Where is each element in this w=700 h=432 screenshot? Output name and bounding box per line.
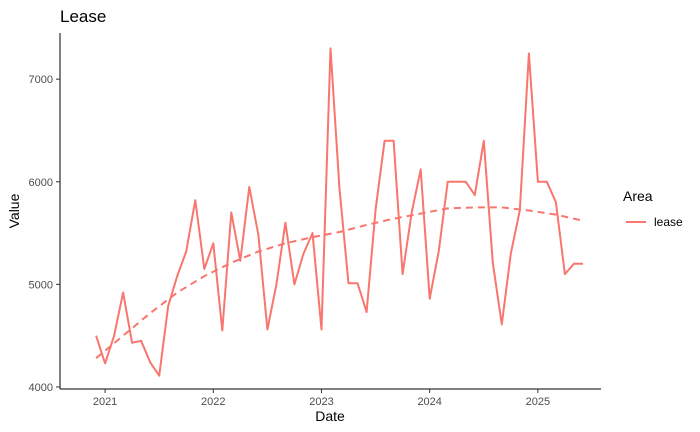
series-line-lease-solid — [95, 47, 583, 377]
legend-title: Area — [623, 188, 653, 204]
y-tick-label-5000: 5000 — [29, 279, 53, 291]
y-axis-title: Value — [6, 193, 22, 228]
x-tick-label-2024: 2024 — [417, 396, 441, 408]
legend: Area lease — [623, 188, 683, 229]
y-axis-ticks: 4000 5000 6000 7000 — [29, 74, 60, 394]
series-line-lease-dashed — [95, 206, 584, 359]
series-layer — [95, 47, 584, 377]
y-tick-label-6000: 6000 — [29, 177, 53, 189]
x-tick-label-2025: 2025 — [526, 396, 550, 408]
x-tick-label-2023: 2023 — [309, 396, 333, 408]
y-tick-label-7000: 7000 — [29, 74, 53, 86]
chart-title: Lease — [60, 7, 106, 26]
x-tick-label-2022: 2022 — [201, 396, 225, 408]
x-axis-title: Date — [315, 408, 345, 424]
x-tick-label-2021: 2021 — [93, 396, 117, 408]
x-axis-ticks: 2021 2022 2023 2024 2025 — [93, 389, 550, 408]
plot-area: 4000 5000 6000 7000 2021 2022 2023 2024 2025 — [29, 33, 601, 408]
legend-label-lease: lease — [654, 215, 683, 229]
y-tick-label-4000: 4000 — [29, 382, 53, 394]
